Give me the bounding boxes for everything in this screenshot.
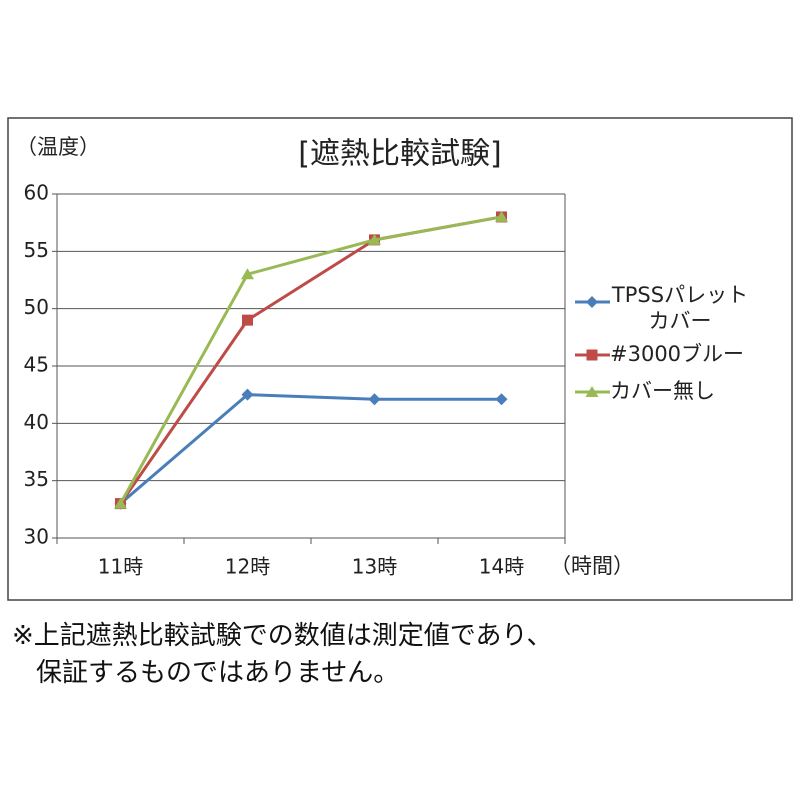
point (495, 210, 508, 222)
legend-label: #3000ブルー (610, 342, 745, 366)
y-axis-label: （温度） (16, 135, 100, 159)
x-tick-label: 14時 (479, 555, 524, 579)
point (241, 388, 254, 401)
series-line (119, 215, 502, 505)
legend-text: カバー無し (610, 379, 715, 403)
y-tick-label: 50 (24, 295, 49, 319)
y-tick-label: 30 (24, 525, 49, 549)
point (368, 393, 381, 406)
footnote-line: ※上記遮熱比較試験での数値は測定値であり、 (12, 621, 553, 651)
legend-text: #3000ブルー (610, 342, 745, 366)
y-tick-label: 55 (24, 238, 49, 262)
x-tick-label: 13時 (352, 555, 397, 579)
x-axis-label: （時間） (550, 554, 634, 578)
point (586, 296, 598, 308)
point (242, 314, 253, 326)
legend-label: カバー無し (610, 379, 715, 403)
y-tick-label: 45 (24, 353, 49, 377)
footnote-line: 保証するものではありません。 (36, 658, 400, 688)
point (585, 386, 599, 397)
y-tick-label: 35 (24, 467, 49, 491)
point (495, 393, 508, 406)
x-tick-label: 11時 (98, 555, 143, 579)
y-tick-label: 40 (24, 410, 49, 434)
y-tick-label: 60 (24, 181, 49, 205)
point (241, 268, 254, 280)
x-tick-label: 12時 (225, 555, 270, 579)
series-line (119, 393, 502, 505)
chart-title: [遮熱比較試験] (298, 137, 501, 172)
point (114, 497, 127, 509)
point (368, 233, 381, 245)
legend-label: TPSSパレットカバー (611, 283, 749, 333)
chart-frame (7, 117, 793, 601)
legend-text: TPSSパレットカバー (611, 283, 749, 333)
point (586, 349, 598, 361)
